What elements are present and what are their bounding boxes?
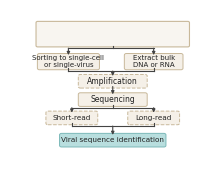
Text: Sorting to single-cell
or single-virus: Sorting to single-cell or single-virus — [32, 55, 104, 68]
FancyBboxPatch shape — [46, 111, 98, 125]
FancyBboxPatch shape — [36, 21, 189, 47]
Text: Amplification: Amplification — [87, 77, 138, 86]
Text: Extract bulk
DNA or RNA: Extract bulk DNA or RNA — [132, 55, 175, 68]
FancyBboxPatch shape — [78, 93, 147, 106]
Text: Short-read: Short-read — [53, 115, 91, 121]
FancyBboxPatch shape — [60, 133, 166, 147]
Text: Sequencing: Sequencing — [90, 95, 135, 104]
FancyBboxPatch shape — [124, 54, 183, 70]
FancyBboxPatch shape — [128, 111, 180, 125]
Text: Viral sequence identification: Viral sequence identification — [61, 137, 164, 143]
FancyBboxPatch shape — [37, 54, 99, 70]
Text: Long-read: Long-read — [136, 115, 172, 121]
FancyBboxPatch shape — [78, 74, 147, 88]
